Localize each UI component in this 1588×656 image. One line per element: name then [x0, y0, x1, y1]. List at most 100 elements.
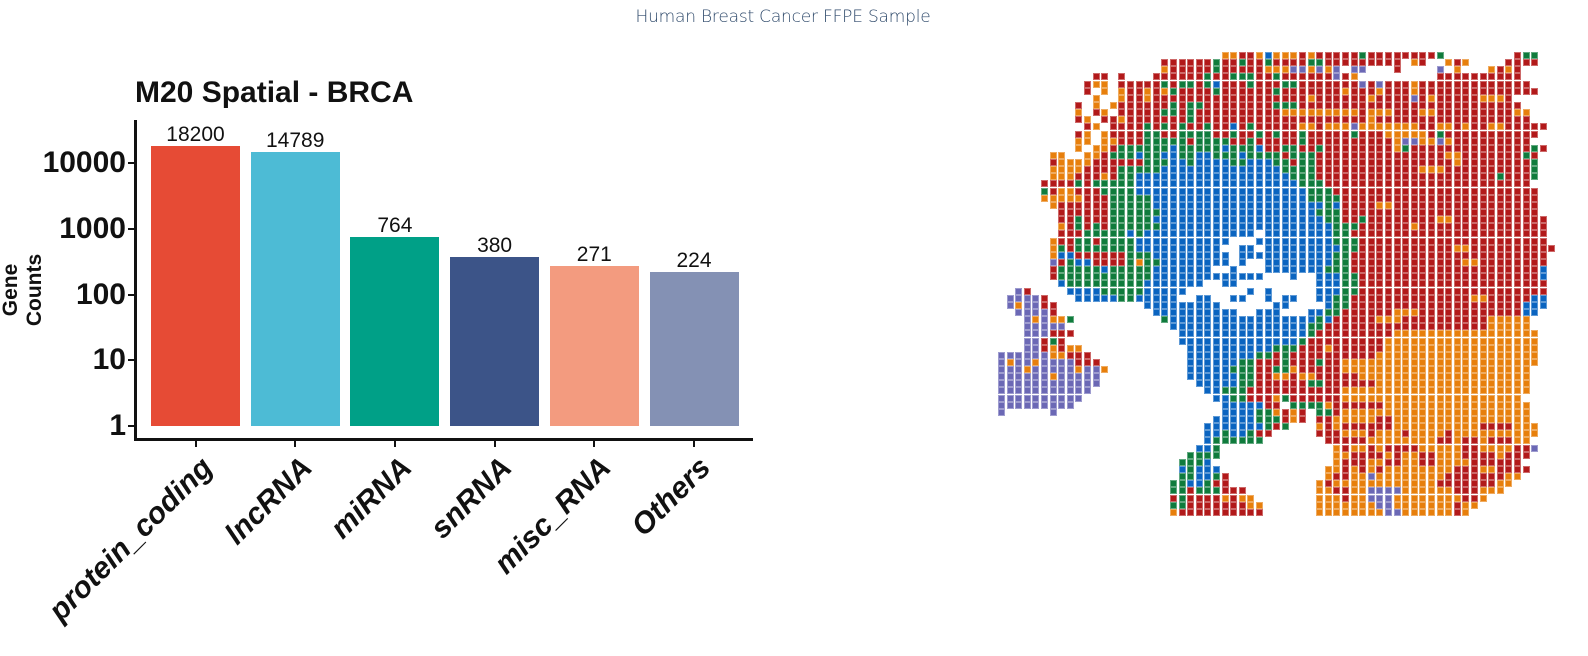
spot-orange — [1376, 201, 1384, 209]
spot-green — [1230, 151, 1238, 159]
spot-orange — [1462, 416, 1470, 424]
spot-green — [1118, 187, 1126, 195]
spot-red — [1161, 130, 1169, 138]
spot-red — [1187, 59, 1195, 67]
spot-orange — [1479, 294, 1487, 302]
spot-purple — [1015, 387, 1023, 395]
spot-red — [1290, 373, 1298, 381]
spot-blue — [1135, 244, 1143, 252]
spot-orange — [1445, 137, 1453, 145]
spot-orange — [1101, 144, 1109, 152]
spot-blue — [1264, 52, 1272, 59]
spot-orange — [1324, 344, 1332, 352]
spot-red — [1402, 94, 1410, 102]
spot-red — [1084, 351, 1091, 359]
spot-blue — [1221, 216, 1229, 224]
spot-red — [1204, 501, 1212, 509]
spot-green — [1075, 273, 1083, 281]
spot-blue — [1144, 230, 1152, 238]
spot-red — [1496, 280, 1504, 288]
spot-red — [1084, 201, 1091, 209]
spot-red — [1187, 137, 1195, 145]
spot-red — [1445, 73, 1453, 81]
spot-red — [1350, 323, 1358, 331]
spot-orange — [1410, 458, 1418, 466]
spot-green — [1350, 273, 1358, 281]
spot-blue — [1187, 480, 1195, 488]
spot-red — [1471, 201, 1478, 209]
spot-red — [1505, 59, 1513, 67]
spot-orange — [1058, 159, 1066, 167]
spot-orange — [1376, 366, 1384, 374]
spot-blue — [1256, 337, 1263, 345]
spot-red — [1307, 130, 1315, 138]
spot-orange — [1410, 358, 1418, 366]
spot-orange — [1445, 401, 1453, 409]
spot-blue — [1281, 180, 1289, 188]
spot-orange — [1453, 401, 1461, 409]
spot-red — [1367, 130, 1375, 138]
spot-red — [1505, 230, 1513, 238]
spot-orange — [1359, 501, 1367, 509]
spot-orange — [1049, 201, 1057, 209]
spot-green — [1299, 137, 1306, 145]
spot-orange — [1015, 301, 1023, 309]
spot-red — [1238, 87, 1246, 95]
spot-orange — [1419, 508, 1427, 516]
spot-red — [1436, 159, 1444, 167]
spot-purple — [1075, 387, 1083, 395]
spot-orange — [1471, 401, 1478, 409]
spot-orange — [1488, 408, 1496, 416]
spot-orange — [1436, 387, 1444, 395]
spot-red — [1213, 494, 1220, 502]
spot-green — [1264, 59, 1272, 67]
spot-red — [1359, 59, 1367, 67]
spot-blue — [1170, 159, 1177, 167]
x-tick — [593, 441, 596, 447]
spot-orange — [1428, 351, 1435, 359]
spot-red — [1127, 94, 1134, 102]
spot-blue — [1256, 194, 1263, 202]
spot-red — [1436, 73, 1444, 81]
spot-red — [1187, 501, 1195, 509]
spot-green — [1109, 266, 1117, 274]
spot-orange — [1342, 480, 1349, 488]
spot-orange — [1247, 501, 1255, 509]
spot-blue — [1161, 273, 1169, 281]
spot-blue — [1230, 173, 1238, 181]
spot-red — [1505, 437, 1513, 445]
spot-red — [1324, 101, 1332, 109]
spot-blue — [1230, 330, 1238, 338]
spot-red — [1488, 280, 1496, 288]
spot-red — [1316, 123, 1324, 131]
chart-title: M20 Spatial - BRCA — [135, 76, 414, 109]
spot-blue — [1247, 351, 1255, 359]
spot-red — [1281, 387, 1289, 395]
spot-red — [1342, 330, 1349, 338]
spot-red — [1264, 87, 1272, 95]
spot-orange — [1092, 94, 1100, 102]
spot-red — [1367, 87, 1375, 95]
spot-red — [1453, 323, 1461, 331]
spot-red — [1488, 187, 1496, 195]
spot-red — [1376, 401, 1384, 409]
spot-red — [1393, 116, 1401, 124]
spot-red — [1170, 80, 1177, 88]
spot-orange — [1367, 458, 1375, 466]
spot-blue — [1230, 201, 1238, 209]
spot-green — [1135, 266, 1143, 274]
spot-orange — [1419, 394, 1427, 402]
spot-red — [1058, 330, 1066, 338]
spot-red — [1084, 251, 1091, 259]
spot-blue — [1264, 287, 1272, 295]
spot-red — [1342, 159, 1349, 167]
spot-green — [1101, 280, 1109, 288]
spot-red — [1316, 137, 1324, 145]
spot-orange — [1367, 508, 1375, 516]
spot-orange — [1402, 508, 1410, 516]
spot-blue — [1264, 237, 1272, 245]
spot-red — [1410, 287, 1418, 295]
spot-blue — [1187, 358, 1195, 366]
spot-red — [1084, 223, 1091, 231]
spot-orange — [1505, 373, 1513, 381]
